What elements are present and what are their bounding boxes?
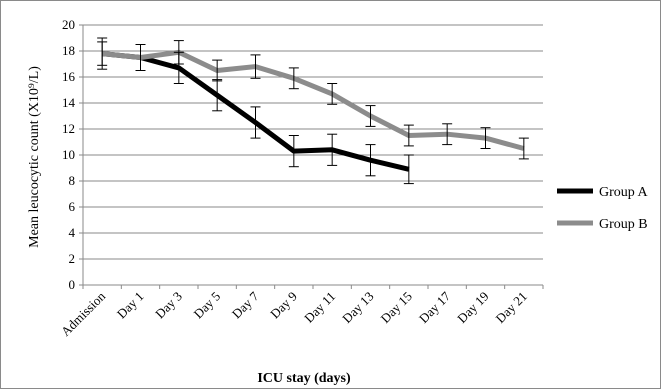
y-tick-label: 16 — [62, 69, 76, 84]
error-bar — [365, 144, 376, 177]
x-tick-labels: Admission Day 1 Day 3 Day 5 Day 7 Day 9 Day 11… — [58, 288, 530, 339]
x-tick-label: Day 11 — [301, 289, 338, 326]
y-tick-label: 2 — [69, 251, 76, 266]
y-tick-label: 8 — [69, 173, 76, 188]
x-tick-label: Day 17 — [416, 288, 454, 326]
x-tick-label: Day 9 — [267, 289, 300, 322]
error-bar — [135, 44, 146, 71]
x-tick-label: Day 19 — [454, 289, 491, 326]
y-tick-label: 18 — [62, 43, 75, 58]
series-line-group-b — [101, 49, 525, 151]
x-tick-label: Day 13 — [339, 289, 376, 326]
error-bar — [97, 41, 108, 66]
error-bar — [288, 135, 299, 168]
error-bar — [212, 59, 223, 82]
x-tick-label: Day 5 — [190, 289, 223, 322]
error-bar — [327, 83, 338, 105]
gridlines — [83, 24, 543, 286]
series-lines — [101, 49, 525, 172]
y-tick-label: 4 — [69, 225, 76, 240]
error-bar — [403, 154, 414, 185]
error-bar — [173, 40, 184, 65]
y-tick-label: 20 — [62, 17, 75, 32]
y-axis-title: Mean leucocytic count (X10⁹/L) — [27, 66, 42, 248]
x-tick-label: Day 3 — [152, 289, 185, 322]
x-tick-label: Day 7 — [229, 288, 262, 321]
x-tick-label: Day 15 — [378, 289, 415, 326]
y-tick-labels: 0 2 4 6 8 10 12 14 16 18 20 — [62, 17, 76, 292]
error-bars — [97, 37, 529, 185]
x-tick-label: Admission — [58, 288, 109, 339]
x-tick-label: Day 21 — [493, 289, 530, 326]
y-tick-label: 10 — [62, 147, 75, 162]
error-bar — [250, 106, 261, 139]
legend: Group A Group B — [557, 185, 649, 232]
y-tick-label: 0 — [69, 277, 76, 292]
legend-label: Group B — [599, 217, 648, 232]
error-bar — [250, 54, 261, 79]
x-axis-title: ICU stay (days) — [257, 371, 351, 386]
error-bar — [403, 124, 414, 147]
axes — [79, 24, 544, 289]
y-tick-label: 12 — [62, 121, 75, 136]
error-bar — [480, 127, 491, 149]
x-tick-label: Day 1 — [114, 289, 147, 322]
error-bar — [327, 133, 338, 166]
error-bar — [518, 137, 529, 160]
error-bar — [365, 105, 376, 127]
error-bar — [442, 123, 453, 146]
y-tick-label: 6 — [69, 199, 76, 214]
error-bar — [288, 67, 299, 90]
y-tick-label: 14 — [62, 95, 76, 110]
legend-label: Group A — [599, 185, 649, 200]
